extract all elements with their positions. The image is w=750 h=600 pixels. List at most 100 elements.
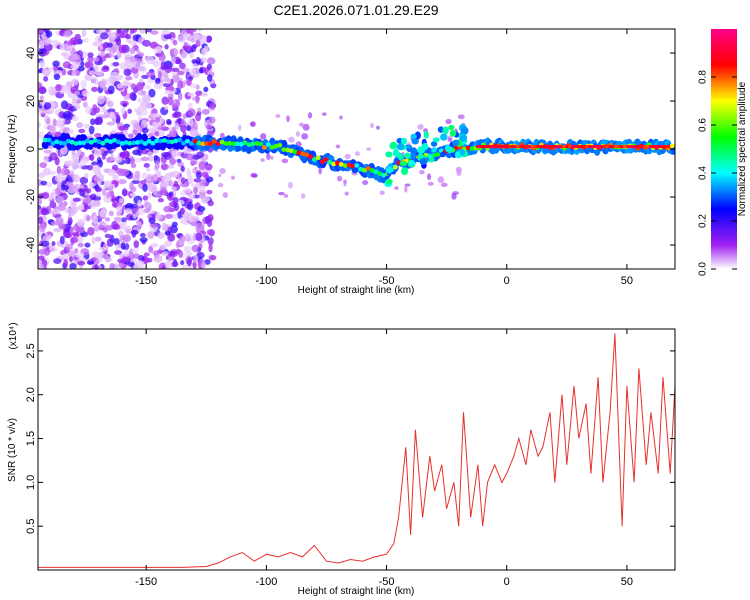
y-tick-label: 40 [25, 47, 37, 59]
spectrogram-cell [199, 67, 204, 74]
spectrogram-cell [150, 140, 156, 146]
colorbar-tick-label: 0.8 [698, 70, 709, 84]
spectrogram-cell [63, 258, 69, 268]
spectrogram-cell [152, 59, 161, 68]
spectrogram-cell [53, 258, 62, 265]
spectrogram-cell [164, 213, 173, 219]
spectrogram-cell [94, 236, 102, 242]
spectrogram-cell [41, 192, 50, 200]
spectrogram-cell [170, 186, 177, 191]
spectrogram-cell [160, 163, 169, 171]
spectrogram-cell [125, 34, 131, 40]
spectrogram-cell [38, 223, 46, 232]
spectrogram-cell [187, 102, 193, 110]
spectrogram-cell [150, 30, 159, 35]
spectrogram-cell [152, 120, 160, 129]
spectrogram-cell [171, 221, 178, 227]
spectrogram-cell [321, 112, 327, 116]
spectrogram-cell [365, 166, 371, 171]
spectrogram-cell [53, 73, 61, 81]
spectrogram-cell [69, 139, 75, 145]
spectrogram-cell [120, 242, 126, 250]
spectrogram-cell [94, 148, 102, 158]
spectrogram-cell [40, 207, 48, 216]
spectrogram-cell [96, 139, 102, 145]
spectrogram-cell [141, 74, 149, 80]
spectrogram-cell [50, 221, 59, 226]
spectrogram-cell [42, 167, 51, 176]
spectrogram-cell [176, 158, 182, 163]
spectrogram-cell [94, 264, 99, 269]
spectrogram-cell [201, 171, 209, 178]
spectrogram-cell [113, 216, 123, 222]
spectrogram-cell [74, 33, 81, 41]
spectrogram-cell [409, 152, 416, 160]
spectrogram-cell [65, 138, 71, 144]
spectrogram-cell [71, 70, 77, 77]
spectrogram-cell [50, 141, 56, 146]
spectrogram-cell [157, 232, 165, 239]
spectrogram-cell [123, 52, 133, 58]
spectrogram-cell [148, 88, 156, 98]
spectrogram-cell [88, 140, 94, 145]
spectrogram-cell [118, 125, 125, 132]
spectrogram-cell [146, 138, 152, 144]
x-tick-label: 50 [621, 275, 633, 287]
spectrogram-cell [43, 155, 49, 164]
spectrogram-cell [331, 161, 337, 167]
spectrogram-image [38, 29, 675, 269]
spectrogram-cell [174, 78, 179, 84]
spectrogram-cell [122, 234, 132, 243]
spectrogram-cell [456, 170, 462, 177]
spectrogram-cell [190, 183, 197, 188]
spectrogram-cell [176, 70, 185, 76]
spectrogram-cell [48, 246, 58, 252]
spectrogram-cell [447, 137, 453, 142]
colorbar-ticks: 0.0 0.2 0.4 0.6 0.8 [698, 70, 737, 276]
spectrogram-cell [287, 181, 293, 189]
spectrogram-cell [195, 39, 201, 48]
spectrogram-cell [179, 62, 186, 70]
spectrogram-cell [428, 156, 435, 163]
x-tick-label: -50 [379, 576, 395, 588]
spectrogram-cell [208, 231, 215, 237]
spectrogram-cell [266, 153, 271, 161]
spectrogram-cell [301, 133, 309, 140]
colorbar: 0.0 0.2 0.4 0.6 0.8 Normalized spectral ampl… [698, 29, 748, 276]
y-tick-label: -40 [25, 237, 37, 253]
spectrogram-cell [87, 56, 94, 63]
spectrogram-cell [86, 215, 91, 222]
spectrogram-cell [270, 155, 274, 160]
spectrogram-panel: -150 -100 -50 0 50 -40 -20 0 20 40 Height of str… [7, 28, 676, 296]
spectrogram-cell [195, 56, 201, 65]
spectrogram-cell [205, 36, 212, 43]
spectrogram-cell [78, 203, 85, 210]
spectrogram-cell [302, 123, 310, 131]
spectrogram-cell [80, 61, 85, 67]
spectrogram-cell [39, 99, 46, 106]
spectrogram-cell [442, 126, 449, 135]
spectrogram-cell [153, 46, 163, 54]
spectrogram-cell [381, 172, 387, 178]
spectrogram-cell [173, 138, 179, 144]
spectrogram-cell [308, 154, 314, 160]
spectrogram-cell [68, 128, 75, 134]
spectrogram-cell [154, 78, 161, 85]
spectrogram-cell [376, 125, 380, 130]
spectrogram-cell [129, 192, 137, 197]
spectrogram-cell [207, 237, 214, 246]
spectrogram-cell [41, 68, 48, 76]
spectrogram-cell [63, 160, 73, 167]
spectrogram-cell [174, 122, 180, 130]
spectrogram-cell [112, 175, 120, 181]
spectrogram-cell [192, 29, 197, 33]
spectrogram-cell [63, 110, 71, 120]
spectrogram-cell [158, 52, 166, 62]
spectrogram-cell [80, 79, 88, 89]
spectrogram-cell [147, 127, 156, 132]
spectrogram-cell [193, 178, 202, 183]
spectrogram-cell [163, 151, 172, 160]
spectrogram-cell [318, 167, 323, 175]
spectrogram-cell [300, 151, 306, 156]
spectrogram-cell [73, 141, 79, 146]
